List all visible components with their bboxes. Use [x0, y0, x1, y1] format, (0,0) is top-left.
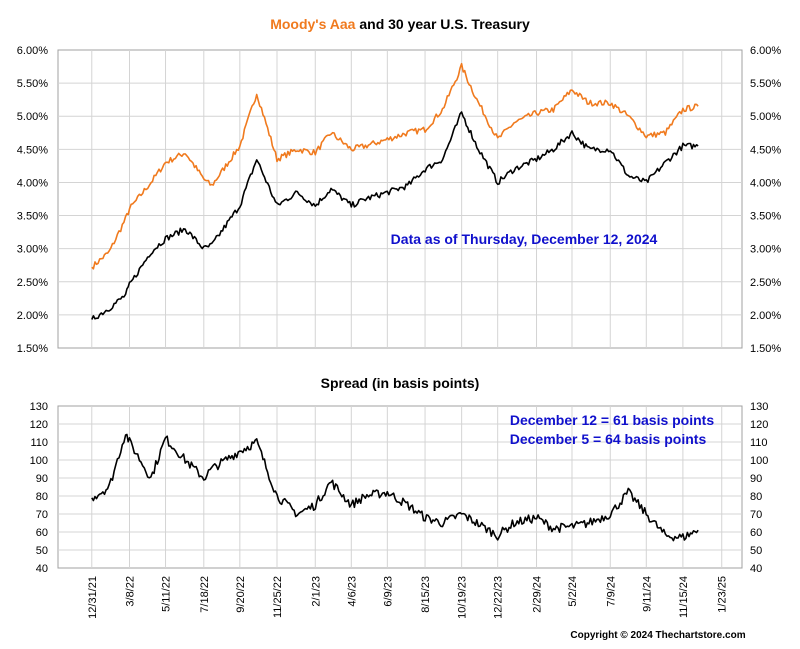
spread-annotation-dec12: December 12 = 61 basis points [510, 412, 714, 428]
x-tick-label: 12/31/21 [87, 576, 99, 619]
spread-y-tick-right: 40 [750, 563, 762, 575]
top-y-tick-left: 4.50% [17, 144, 48, 156]
top-y-tick-right: 3.00% [750, 244, 781, 256]
spread-y-tick-right: 50 [750, 545, 762, 557]
spread-y-tick-left: 120 [30, 419, 48, 431]
x-tick-label: 7/9/24 [605, 576, 617, 607]
top-y-tick-right: 1.50% [750, 343, 781, 355]
aaa-yield-line [91, 62, 699, 270]
x-tick-label: 1/23/25 [717, 576, 729, 613]
spread-y-tick-right: 130 [750, 401, 768, 413]
title-aaa-part: Moody's Aaa [270, 16, 355, 32]
spread-y-tick-right: 70 [750, 509, 762, 521]
spread-y-tick-left: 60 [36, 527, 48, 539]
spread-y-tick-left: 50 [36, 545, 48, 557]
top-y-tick-right: 6.00% [750, 45, 781, 57]
top-chart-title: Moody's Aaa and 30 year U.S. Treasury [270, 16, 530, 32]
top-y-tick-left: 5.50% [17, 78, 48, 90]
spread-y-tick-left: 80 [36, 491, 48, 503]
spread-y-tick-right: 100 [750, 455, 768, 467]
x-tick-label: 11/25/22 [272, 576, 284, 618]
x-tick-label: 5/11/22 [161, 576, 173, 612]
x-tick-label: 7/18/22 [199, 576, 211, 613]
spread-y-tick-right: 110 [750, 437, 768, 449]
spread-y-tick-left: 130 [30, 401, 48, 413]
x-tick-label: 6/9/23 [382, 576, 394, 607]
spread-y-tick-left: 70 [36, 509, 48, 521]
data-as-of-annotation: Data as of Thursday, December 12, 2024 [391, 231, 658, 247]
top-y-tick-left: 6.00% [17, 45, 48, 57]
x-tick-label: 3/8/22 [124, 576, 136, 607]
x-tick-label: 2/1/23 [310, 576, 322, 607]
treasury-30y-line [91, 111, 699, 320]
spread-y-tick-right: 90 [750, 473, 762, 485]
top-y-tick-left: 3.50% [17, 211, 48, 223]
top-y-tick-right: 4.00% [750, 177, 781, 189]
top-y-tick-right: 2.50% [750, 277, 781, 289]
x-tick-label: 5/2/24 [567, 576, 579, 607]
spread-y-tick-right: 120 [750, 419, 768, 431]
x-tick-label: 4/6/23 [346, 576, 358, 607]
spread-plot-frame [57, 405, 743, 569]
x-tick-label: 8/15/23 [420, 576, 432, 613]
x-tick-label: 9/20/22 [235, 576, 247, 613]
spread-y-tick-left: 40 [36, 563, 48, 575]
spread-annotation-dec5: December 5 = 64 basis points [510, 431, 707, 447]
spread-y-tick-left: 110 [30, 437, 48, 449]
x-tick-label: 11/15/24 [678, 576, 690, 618]
spread-y-tick-left: 100 [30, 455, 48, 467]
top-y-tick-left: 3.00% [17, 244, 48, 256]
top-y-tick-left: 2.00% [17, 310, 48, 322]
x-tick-label: 9/11/24 [641, 576, 653, 612]
copyright-text: Copyright © 2024 Thechartstore.com [570, 630, 745, 641]
spread-y-tick-right: 60 [750, 527, 762, 539]
top-y-tick-right: 4.50% [750, 144, 781, 156]
x-tick-label: 10/19/23 [457, 576, 469, 619]
top-y-tick-right: 5.00% [750, 111, 781, 123]
top-y-tick-left: 1.50% [17, 343, 48, 355]
top-y-tick-left: 2.50% [17, 277, 48, 289]
top-y-tick-left: 5.00% [17, 111, 48, 123]
top-plot-frame [57, 49, 743, 349]
spread-chart-title: Spread (in basis points) [321, 375, 480, 391]
top-y-tick-left: 4.00% [17, 177, 48, 189]
title-treasury-part: and 30 year U.S. Treasury [355, 16, 530, 32]
top-y-tick-right: 5.50% [750, 78, 781, 90]
spread-line [91, 433, 699, 542]
spread-y-tick-left: 90 [36, 473, 48, 485]
spread-y-tick-right: 80 [750, 491, 762, 503]
top-y-tick-right: 2.00% [750, 310, 781, 322]
x-tick-label: 2/29/24 [532, 576, 544, 613]
x-tick-label: 12/22/23 [493, 576, 505, 619]
top-y-tick-right: 3.50% [750, 211, 781, 223]
